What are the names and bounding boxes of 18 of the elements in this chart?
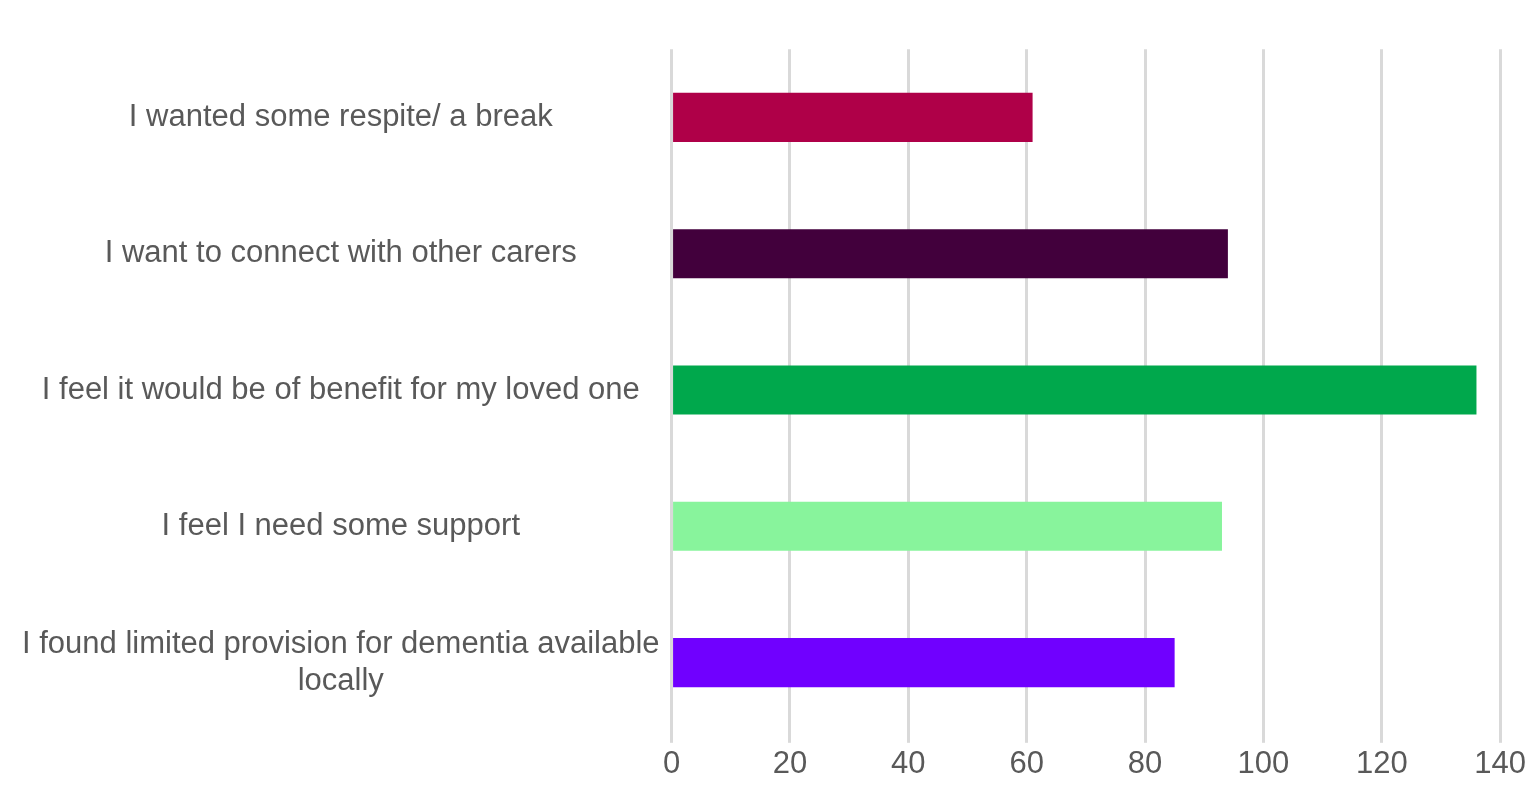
bar bbox=[673, 92, 1033, 142]
bar bbox=[673, 229, 1228, 279]
y-tick-label: I want to connect with other carers bbox=[104, 234, 577, 270]
bar bbox=[673, 365, 1477, 415]
y-tick-label: I wanted some respite/ a break bbox=[128, 97, 554, 133]
bar bbox=[673, 501, 1222, 551]
x-tick-label: 140 bbox=[1474, 744, 1527, 780]
x-tick-label: 20 bbox=[772, 744, 808, 780]
x-tick-label: 100 bbox=[1237, 744, 1290, 780]
bar bbox=[673, 638, 1175, 688]
y-tick-label: I feel it would be of benefit for my loved one bbox=[41, 370, 640, 406]
x-tick-label: 40 bbox=[891, 744, 926, 780]
y-tick-label: I found limited provision for dementia available locally bbox=[22, 624, 660, 697]
x-tick-label: 60 bbox=[1009, 744, 1044, 780]
x-tick-label: 80 bbox=[1127, 744, 1163, 780]
y-tick-label: I feel I need some support bbox=[161, 506, 521, 542]
x-tick-label: 0 bbox=[662, 744, 681, 780]
x-tick-label: 120 bbox=[1355, 744, 1408, 780]
